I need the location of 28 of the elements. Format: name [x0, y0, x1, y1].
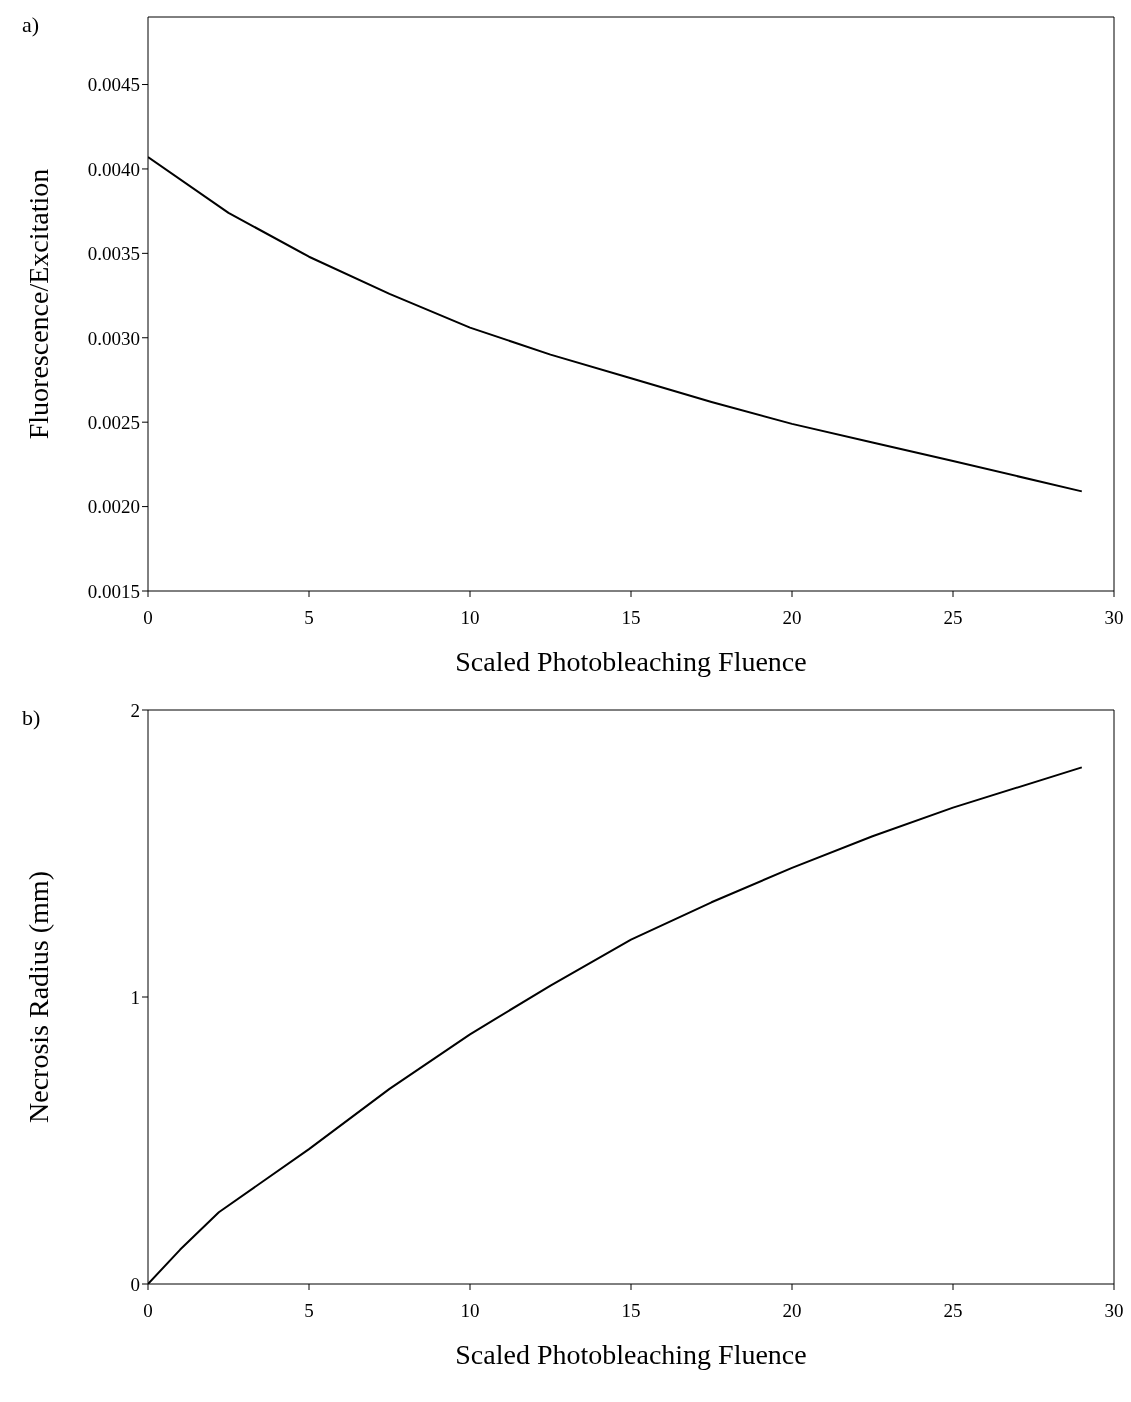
- y-tick-label: 0.0045: [87, 74, 140, 96]
- text: b): [22, 705, 41, 731]
- y-tick-label: 0.0030: [87, 327, 140, 349]
- y-tick-label: 1: [130, 986, 140, 1008]
- x-tick-label: 25: [943, 607, 963, 629]
- x-tick-label: 20: [782, 607, 802, 629]
- y-tick-label: 0: [130, 1273, 140, 1295]
- x-tick-label: 10: [460, 607, 480, 629]
- y-axis-title: Fluorescence/Excitation: [22, 168, 54, 440]
- x-tick-label: 10: [460, 1300, 480, 1322]
- y-tick-label: 0.0025: [87, 411, 140, 433]
- y-tick-label: 0.0020: [87, 496, 140, 518]
- x-tick-label: 5: [304, 607, 314, 629]
- x-tick-label: 20: [782, 1300, 802, 1322]
- x-tick-label: 30: [1104, 1300, 1124, 1322]
- x-axis-title: Scaled Photobleaching Fluence: [455, 646, 807, 677]
- y-tick-label: 0.0035: [87, 243, 140, 265]
- y-tick-label: 0.0015: [87, 580, 140, 602]
- x-tick-label: 25: [943, 1300, 963, 1322]
- y-tick-label: 2: [130, 699, 140, 721]
- text: a): [22, 12, 40, 38]
- x-tick-label: 5: [304, 1300, 314, 1322]
- x-tick-label: 15: [621, 607, 641, 629]
- x-tick-label: 30: [1104, 607, 1124, 629]
- x-axis-title: Scaled Photobleaching Fluence: [455, 1339, 807, 1370]
- y-tick-label: 0.0040: [87, 158, 140, 180]
- x-tick-label: 15: [621, 1300, 641, 1322]
- y-axis-title: Necrosis Radius (mm): [22, 871, 54, 1123]
